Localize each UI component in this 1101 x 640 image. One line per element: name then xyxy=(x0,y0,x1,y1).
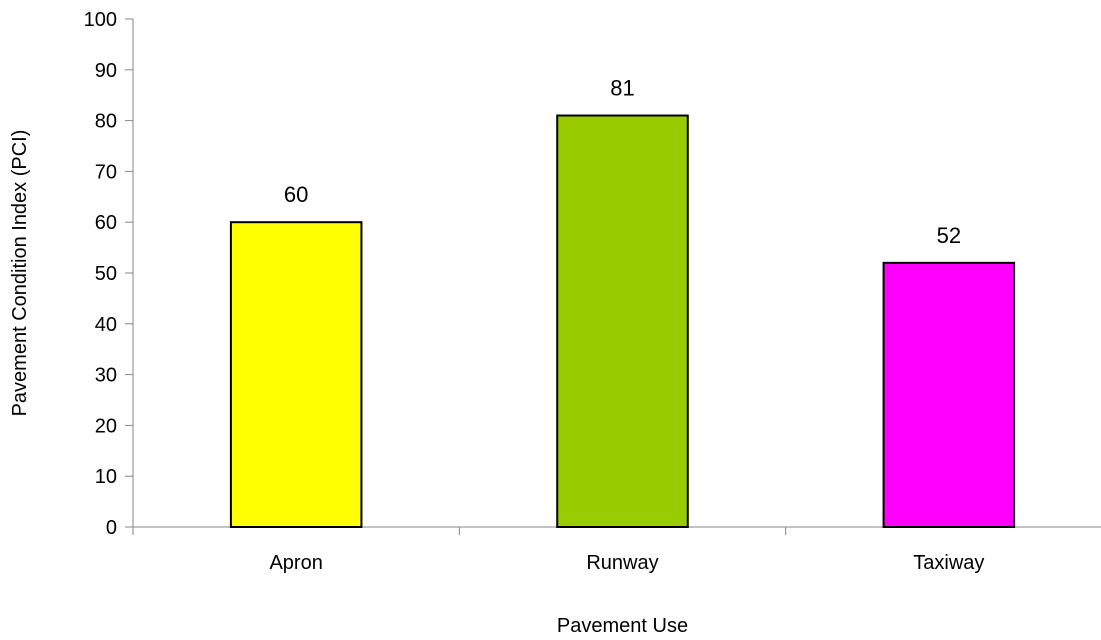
data-label-apron: 60 xyxy=(284,182,308,207)
y-tick-label: 60 xyxy=(95,212,117,234)
bar-taxiway xyxy=(882,261,1016,528)
data-labels: 60 81 52 xyxy=(284,76,961,248)
x-axis-title: Pavement Use xyxy=(557,615,688,637)
x-axis: Apron Runway Taxiway xyxy=(132,526,1101,574)
y-tick-label: 90 xyxy=(95,60,117,82)
y-tick-label: 100 xyxy=(84,9,117,31)
y-tick-label: 10 xyxy=(95,466,117,488)
data-label-taxiway: 52 xyxy=(937,223,961,248)
x-tick-label-taxiway: Taxiway xyxy=(913,552,984,574)
x-tick-label-runway: Runway xyxy=(586,552,658,574)
y-tick-label: 50 xyxy=(95,263,117,285)
y-axis-title: Pavement Condition Index (PCI) xyxy=(9,130,31,417)
y-tick-label: 70 xyxy=(95,161,117,183)
y-tick-label: 80 xyxy=(95,111,117,133)
bars xyxy=(229,114,1016,529)
data-label-runway: 81 xyxy=(610,76,634,101)
y-tick-label: 20 xyxy=(95,415,117,437)
bar-runway xyxy=(556,114,689,529)
bar-apron xyxy=(229,221,363,528)
y-tick-label: 30 xyxy=(95,365,117,387)
y-axis: 0 10 20 30 40 50 60 70 80 90 100 xyxy=(84,9,134,539)
y-tick-label: 40 xyxy=(95,314,117,336)
y-tick-label: 0 xyxy=(106,517,117,539)
x-tick-label-apron: Apron xyxy=(269,552,322,574)
